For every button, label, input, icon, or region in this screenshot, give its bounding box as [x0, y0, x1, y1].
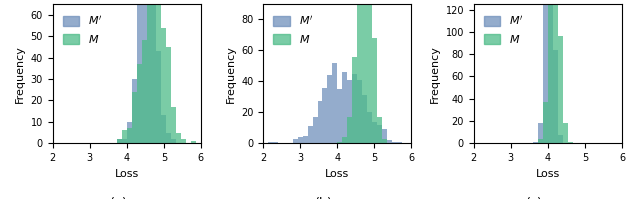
Bar: [347, 117, 352, 143]
Bar: [392, 142, 397, 143]
Bar: [308, 126, 312, 143]
Bar: [166, 47, 172, 143]
Bar: [352, 57, 357, 143]
Bar: [357, 0, 362, 143]
Bar: [543, 102, 548, 143]
Text: (c) $a_{ade}$: (c) $a_{ade}$: [525, 196, 571, 199]
Bar: [161, 27, 166, 143]
Bar: [303, 136, 308, 143]
Legend: $M'$, $M$: $M'$, $M$: [479, 10, 528, 49]
Bar: [568, 142, 573, 143]
Bar: [317, 101, 323, 143]
Y-axis label: Frequency: Frequency: [15, 45, 25, 102]
Bar: [141, 0, 147, 143]
Bar: [372, 38, 377, 143]
X-axis label: Loss: Loss: [536, 169, 560, 179]
X-axis label: Loss: Loss: [325, 169, 349, 179]
Bar: [117, 139, 122, 143]
Bar: [152, 0, 156, 143]
Y-axis label: Frequency: Frequency: [430, 45, 440, 102]
Text: (a) $a_c$: (a) $a_c$: [109, 196, 145, 199]
Bar: [377, 125, 382, 143]
Bar: [127, 122, 132, 143]
Bar: [543, 0, 548, 143]
Bar: [367, 0, 372, 143]
Legend: $M'$, $M$: $M'$, $M$: [58, 10, 107, 49]
Legend: $M'$, $M$: $M'$, $M$: [269, 10, 317, 49]
Bar: [553, 0, 557, 143]
Bar: [352, 74, 357, 143]
Bar: [122, 139, 127, 143]
Bar: [141, 40, 147, 143]
Bar: [347, 80, 352, 143]
Bar: [337, 142, 342, 143]
Bar: [377, 117, 382, 143]
Bar: [382, 139, 387, 143]
Bar: [268, 142, 273, 143]
Bar: [372, 122, 377, 143]
Bar: [172, 107, 176, 143]
Bar: [137, 0, 141, 143]
Bar: [548, 0, 553, 143]
Bar: [337, 89, 342, 143]
Bar: [147, 0, 152, 143]
Text: (b) $a_{ude}$: (b) $a_{ude}$: [314, 196, 361, 199]
Bar: [362, 0, 367, 143]
Bar: [132, 92, 137, 143]
Bar: [332, 63, 337, 143]
Bar: [548, 0, 553, 143]
X-axis label: Loss: Loss: [115, 169, 139, 179]
Bar: [176, 133, 181, 143]
Bar: [172, 139, 176, 143]
Y-axis label: Frequency: Frequency: [225, 45, 236, 102]
Bar: [387, 140, 392, 143]
Bar: [328, 75, 332, 143]
Bar: [342, 137, 347, 143]
Bar: [538, 123, 543, 143]
Bar: [362, 95, 367, 143]
Bar: [137, 64, 141, 143]
Bar: [156, 0, 161, 143]
Bar: [152, 0, 156, 143]
Bar: [538, 139, 543, 143]
Bar: [312, 117, 317, 143]
Bar: [181, 139, 186, 143]
Bar: [397, 142, 401, 143]
Bar: [147, 0, 152, 143]
Bar: [323, 88, 328, 143]
Bar: [191, 141, 196, 143]
Bar: [298, 137, 303, 143]
Bar: [161, 115, 166, 143]
Bar: [382, 129, 387, 143]
Bar: [273, 142, 278, 143]
Bar: [132, 79, 137, 143]
Bar: [342, 72, 347, 143]
Bar: [557, 136, 563, 143]
Bar: [127, 128, 132, 143]
Bar: [156, 51, 161, 143]
Bar: [557, 36, 563, 143]
Bar: [357, 80, 362, 143]
Bar: [553, 50, 557, 143]
Bar: [122, 130, 127, 143]
Bar: [117, 139, 122, 143]
Bar: [367, 112, 372, 143]
Bar: [293, 139, 298, 143]
Bar: [533, 142, 538, 143]
Bar: [563, 123, 568, 143]
Bar: [166, 133, 172, 143]
